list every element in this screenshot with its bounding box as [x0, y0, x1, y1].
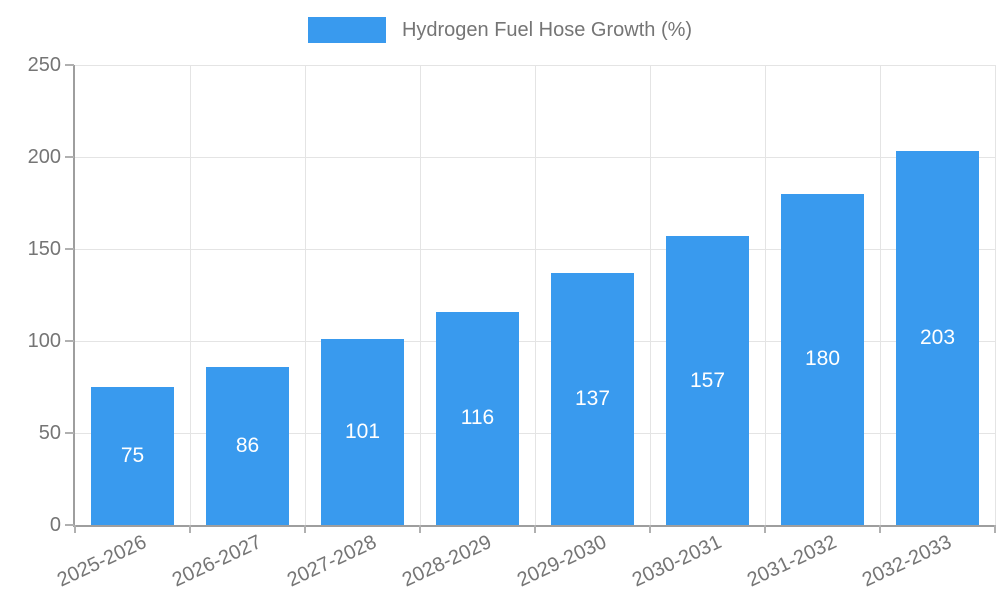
y-axis-tick — [65, 432, 74, 434]
y-axis-tick-label: 100 — [27, 330, 61, 352]
x-axis-tick — [189, 525, 191, 533]
x-axis-tick-label: 2028-2029 — [398, 531, 495, 592]
gridline-vertical — [879, 65, 881, 525]
y-axis-tick-label: 50 — [38, 422, 61, 444]
y-axis-tick — [65, 524, 74, 526]
gridline-vertical — [649, 65, 651, 525]
legend-item[interactable]: Hydrogen Fuel Hose Growth (%) — [307, 17, 693, 43]
bar[interactable]: 75 — [91, 387, 174, 525]
x-axis-tick — [764, 525, 766, 533]
bar-value-label: 116 — [460, 406, 495, 430]
x-axis-tick — [879, 525, 881, 533]
x-axis-tick-label: 2030-2031 — [628, 531, 725, 592]
gridline-vertical — [419, 65, 421, 525]
x-axis-tick-label: 2031-2032 — [743, 531, 840, 592]
bar[interactable]: 203 — [896, 151, 979, 525]
bar-value-label: 203 — [919, 326, 956, 350]
bar[interactable]: 180 — [781, 193, 864, 525]
bar[interactable]: 157 — [666, 236, 749, 525]
gridline-vertical — [764, 65, 766, 525]
x-axis-tick — [534, 525, 536, 533]
x-axis-tick — [304, 525, 306, 533]
x-axis-tick-label: 2029-2030 — [513, 531, 610, 592]
bar[interactable]: 137 — [551, 272, 634, 525]
gridline-vertical — [189, 65, 191, 525]
x-axis-tick — [994, 525, 996, 533]
y-axis-tick — [65, 156, 74, 158]
x-axis-tick-label: 2027-2028 — [283, 531, 380, 592]
y-axis-tick — [65, 340, 74, 342]
x-axis-tick-label: 2025-2026 — [53, 531, 150, 592]
y-axis-tick-label: 150 — [27, 238, 61, 260]
x-axis-tick-label: 2026-2027 — [168, 531, 265, 592]
plot-area: 75 86 101 116 137 157 180 203 — [65, 64, 996, 533]
bar-value-label: 86 — [235, 433, 260, 457]
bar[interactable]: 101 — [321, 339, 404, 525]
x-axis-tick-label: 2032-2033 — [858, 531, 955, 592]
bar-value-label: 157 — [689, 368, 726, 392]
bar[interactable]: 86 — [206, 366, 289, 525]
bar-value-label: 101 — [344, 420, 381, 444]
bar-value-label: 137 — [574, 386, 611, 410]
bar[interactable]: 116 — [436, 311, 519, 525]
legend-swatch — [307, 17, 386, 43]
x-axis-tick — [419, 525, 421, 533]
bar-value-label: 180 — [804, 347, 841, 371]
legend-label: Hydrogen Fuel Hose Growth (%) — [401, 19, 693, 41]
y-axis-tick — [65, 64, 74, 66]
x-axis-tick — [74, 525, 76, 533]
bar-value-label: 75 — [120, 444, 145, 467]
gridline-vertical — [534, 65, 536, 525]
gridline-vertical — [994, 65, 996, 525]
x-axis-tick — [649, 525, 651, 533]
y-axis-tick-label: 0 — [49, 514, 61, 536]
y-axis-tick-label: 250 — [27, 54, 61, 76]
gridline-vertical — [304, 65, 306, 525]
chart-legend: Hydrogen Fuel Hose Growth (%) — [0, 17, 1000, 43]
y-axis-tick — [65, 248, 74, 250]
y-axis-tick-label: 200 — [27, 146, 61, 168]
